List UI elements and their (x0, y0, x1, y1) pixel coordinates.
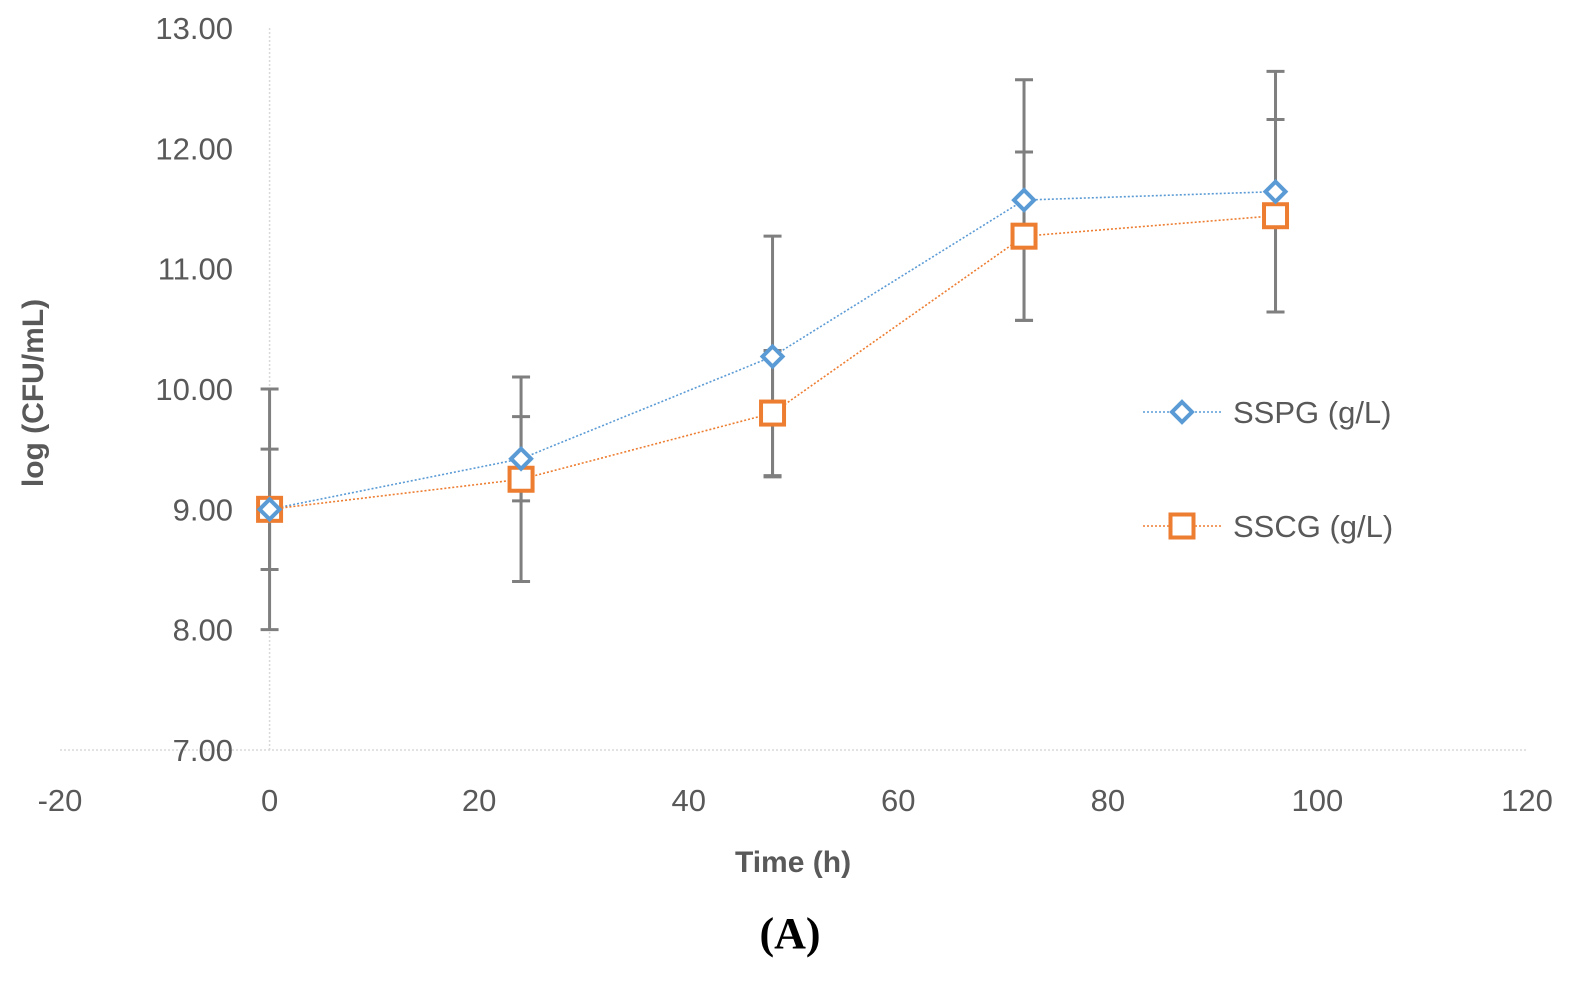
legend-label: SSPG (g/L) (1233, 395, 1392, 430)
data-point (256, 496, 283, 523)
data-point (759, 343, 786, 370)
data-point (508, 445, 534, 472)
y-tick-label: 12.00 (155, 131, 233, 166)
x-tick-label: -20 (38, 783, 83, 818)
y-tick-label: 11.00 (158, 252, 233, 287)
axes: 7.00 8.00 9.00 10.00 11.00 12.00 13.00 -20 0 20 40… (38, 11, 1553, 818)
panel-label: (A) (759, 909, 820, 958)
data-point (759, 399, 787, 427)
data-point (1011, 187, 1037, 213)
x-tick-label: 40 (671, 783, 705, 818)
series-markers (256, 178, 1290, 523)
x-tick-label: 80 (1091, 783, 1125, 818)
y-tick-label: 8.00 (173, 613, 233, 648)
legend-label: SSCG (g/L) (1233, 509, 1393, 544)
x-tick-label: 120 (1501, 783, 1553, 818)
x-tick-label: 20 (462, 783, 496, 818)
y-tick-label: 7.00 (173, 733, 233, 768)
y-tick-label: 9.00 (173, 492, 233, 527)
data-point (1262, 202, 1290, 230)
x-tick-label: 100 (1292, 783, 1344, 818)
data-point (1010, 222, 1038, 250)
legend: SSPG (g/L) SSCG (g/L) (1143, 395, 1393, 544)
x-axis-title: Time (h) (735, 846, 851, 879)
error-bars (260, 69, 1285, 632)
y-axis-title: log (CFU/mL) (17, 299, 50, 487)
x-tick-label: 0 (261, 783, 278, 818)
legend-marker (1168, 512, 1196, 540)
legend-marker (1169, 399, 1195, 425)
data-point (1262, 178, 1289, 205)
x-tick-label: 60 (881, 783, 915, 818)
y-tick-label: 13.00 (155, 11, 233, 46)
y-tick-label: 10.00 (155, 372, 233, 407)
